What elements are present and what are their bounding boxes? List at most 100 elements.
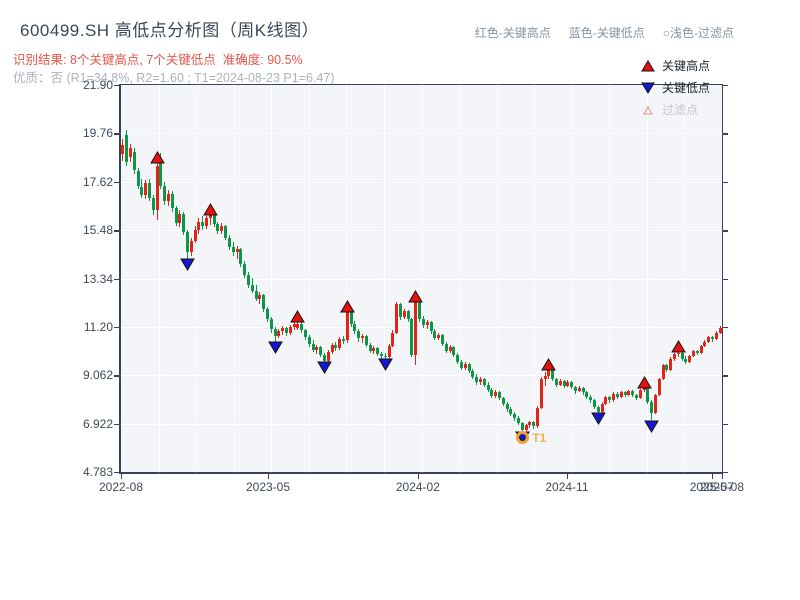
t1-label: T1 (532, 430, 547, 445)
y-axis-tick-label: 19.76 (82, 126, 113, 141)
gridline-vertical (308, 85, 310, 472)
candle-down (475, 376, 479, 383)
candle-up (547, 369, 551, 376)
candle-up (661, 365, 665, 379)
x-axis-tick-label: 2024-02 (395, 480, 440, 494)
candle-down (680, 352, 684, 359)
candle-up (167, 193, 171, 202)
candle-up (699, 346, 703, 353)
y-axis-right-tick (723, 375, 728, 377)
candle-up (478, 378, 482, 383)
candle-up (144, 183, 148, 195)
candle-up (539, 378, 543, 409)
candle-down (634, 394, 638, 399)
y-axis-right-tick (723, 472, 728, 474)
gridline-vertical (346, 85, 348, 472)
candle-down (608, 397, 612, 401)
gridline-vertical (534, 85, 536, 472)
gridline-vertical (496, 85, 498, 472)
candle-up (494, 392, 498, 396)
candle-down (421, 319, 425, 325)
candle-down (497, 392, 501, 399)
candle-down (456, 355, 460, 362)
x-axis-tick-label: 2025-08 (699, 480, 745, 494)
candle-down (551, 369, 555, 379)
candle-down (444, 343, 448, 351)
candle-down (471, 371, 475, 377)
candle-down (182, 213, 186, 232)
candle-down (319, 347, 323, 356)
candle-up (524, 425, 528, 430)
candle-down (585, 392, 589, 397)
candle-down (589, 397, 593, 401)
candle-up (361, 335, 365, 339)
candle-down (140, 186, 144, 195)
candle-up (714, 332, 718, 340)
candle-up (463, 364, 467, 368)
candle-down (254, 290, 258, 299)
candle-down (368, 345, 372, 351)
candle-down (216, 224, 220, 231)
candle-down (513, 413, 517, 419)
candle-up (155, 166, 159, 211)
candle-up (345, 312, 349, 341)
x-axis-tick (711, 474, 714, 479)
key-high-marker (202, 202, 218, 216)
candle-up (281, 328, 285, 332)
candle-up (189, 241, 193, 253)
x-axis-tick (268, 474, 270, 479)
candle-up (326, 351, 330, 361)
key-low-marker (267, 341, 283, 354)
candle-up (220, 226, 224, 231)
candle-down (201, 221, 205, 227)
candle-up (691, 350, 695, 357)
candle-up (292, 323, 296, 327)
candle-down (406, 311, 410, 319)
candle-wick (209, 211, 211, 226)
candle-up (296, 323, 300, 329)
x-axis-tick-label: 2022-08 (98, 480, 144, 494)
candle-up (121, 144, 125, 154)
candle-up (391, 332, 395, 347)
candle-up (707, 337, 711, 342)
key-low-marker (377, 358, 393, 371)
legend-label-key-high: 关键高点 (662, 59, 711, 73)
candle-up (402, 311, 406, 317)
candle-up (642, 386, 646, 391)
candle-down (574, 386, 578, 392)
candle-up (703, 341, 707, 347)
candle-down (615, 393, 619, 397)
t1-circle-marker (515, 431, 529, 445)
candle-down (684, 358, 688, 362)
key-high-marker (670, 339, 686, 353)
candle-up (448, 347, 452, 351)
gridline-vertical (233, 85, 235, 472)
candle-up (653, 394, 657, 413)
candle-up (197, 221, 201, 230)
candle-up (425, 322, 429, 325)
candle-down (170, 193, 174, 209)
candle-up (258, 295, 262, 299)
candle-down (342, 339, 346, 341)
candle-down (596, 407, 600, 412)
candle-up (619, 392, 623, 397)
x-axis-tick-label: 2023-05 (245, 480, 291, 494)
candle-up (129, 148, 132, 158)
y-axis-tick-label: 11.20 (83, 319, 113, 334)
gridline-vertical (459, 85, 461, 472)
gridline-vertical (421, 85, 423, 472)
candle-down (303, 330, 307, 338)
candle-down (570, 382, 574, 387)
candle-down (227, 237, 231, 247)
candle-wick (677, 350, 679, 358)
candle-down (364, 335, 368, 345)
candle-wick (236, 245, 238, 260)
candle-down (695, 350, 699, 353)
candle-up (372, 348, 376, 351)
gridline-vertical (383, 85, 385, 472)
candle-up (604, 397, 608, 404)
key-low-marker (317, 361, 332, 375)
candle-up (718, 328, 722, 333)
candle-up (178, 213, 182, 223)
candle-up (288, 326, 292, 333)
